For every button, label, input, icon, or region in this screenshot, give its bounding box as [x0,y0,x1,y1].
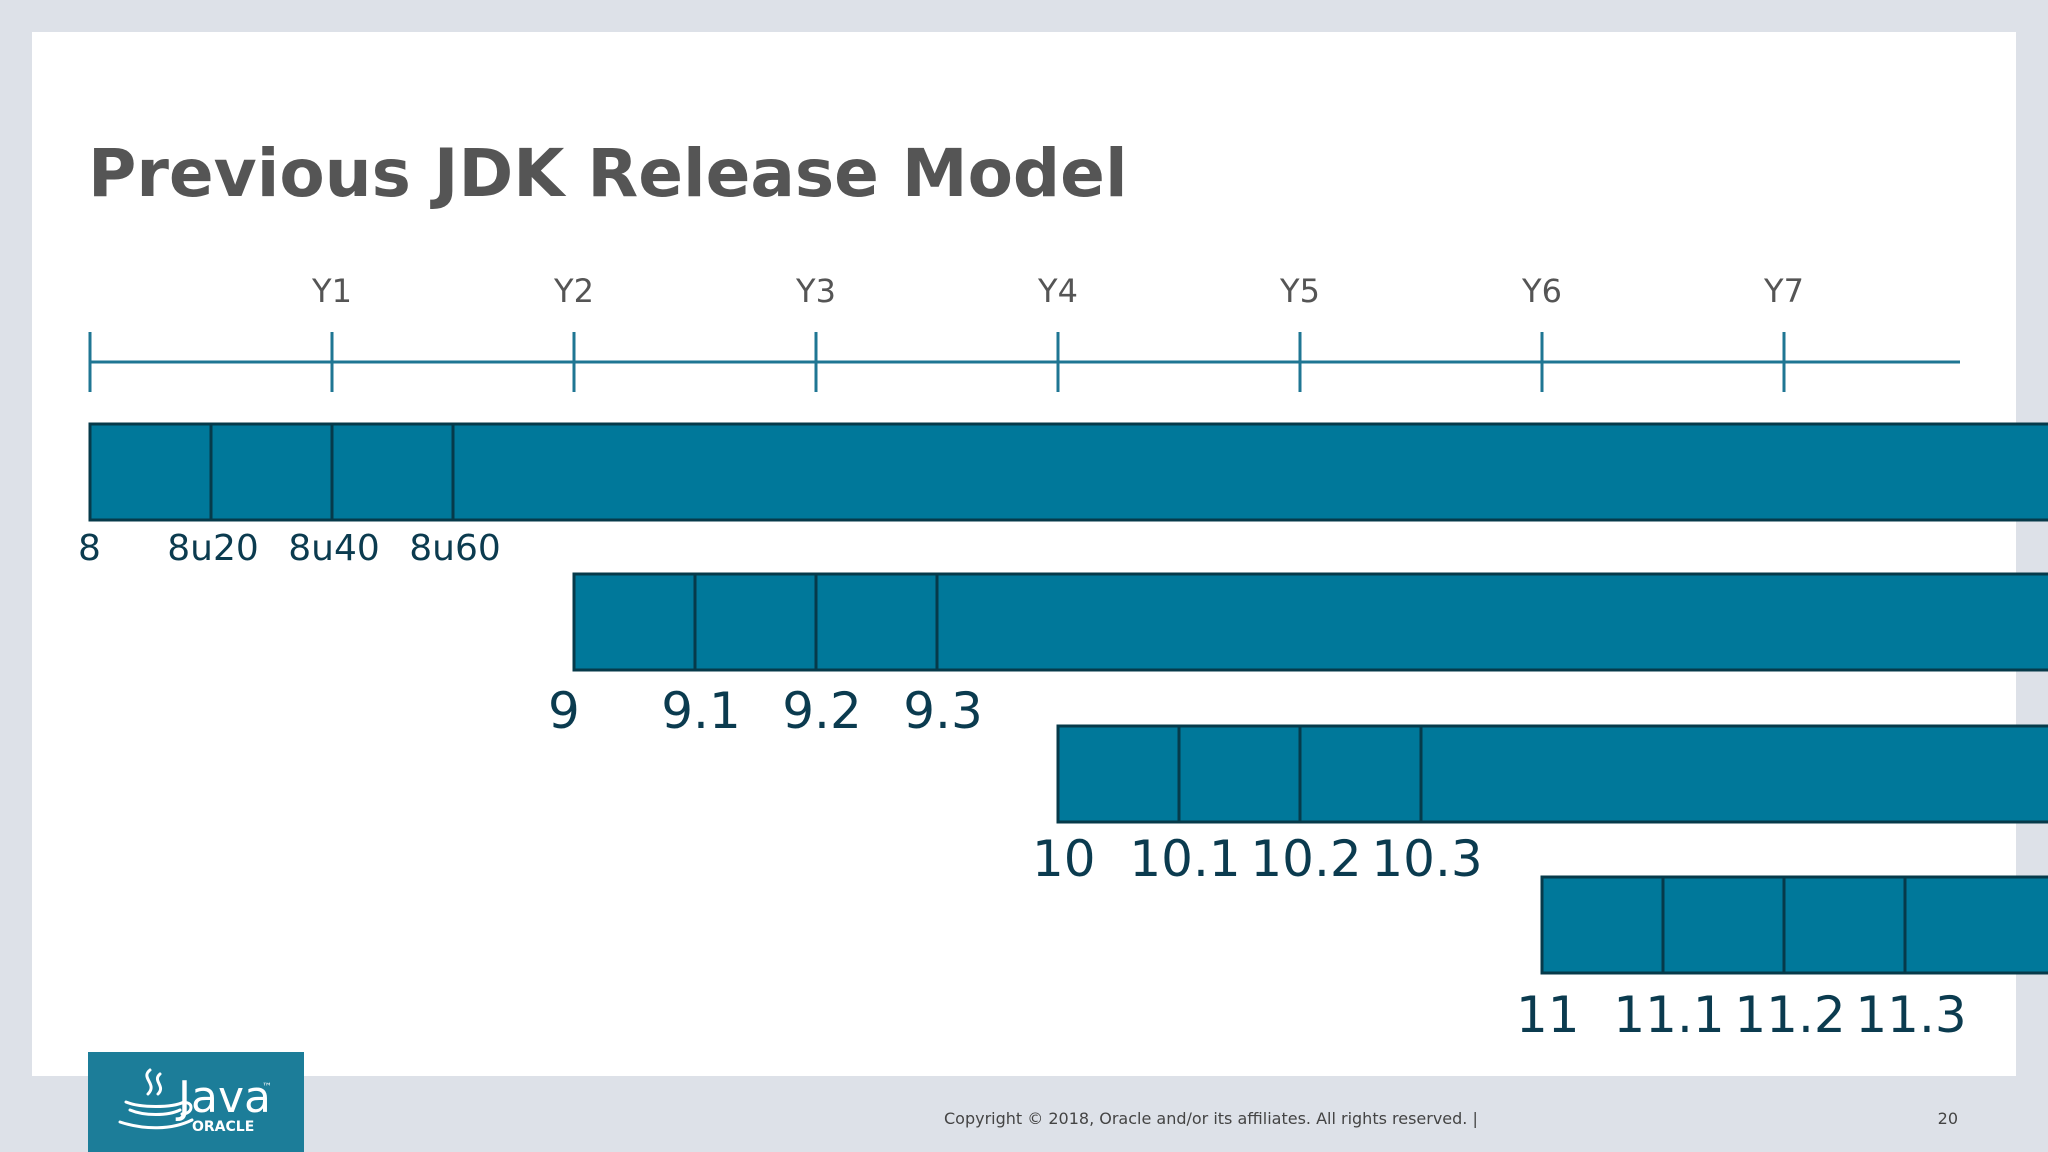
copyright-notice: Copyright © 2018, Oracle and/or its affi… [944,1109,1478,1128]
java-logo: Java ™ ORACLE [88,1052,304,1152]
release-label: 9 [548,682,580,740]
release-label: 9.2 [782,682,862,740]
year-label: Y6 [1521,272,1562,310]
release-label: 11.3 [1855,986,1966,1044]
release-label: 8u60 [409,528,501,569]
timeline: Y1 Y2 Y3 Y4 Y5 Y6 Y7 [88,272,1960,392]
release-label: 9.1 [661,682,741,740]
release-row: 10 10.1 10.2 10.3 [1032,724,2048,888]
java-cup-icon [118,1068,194,1130]
java-wordmark: Java [175,1072,271,1123]
release-bar [1056,724,2048,824]
year-label: Y3 [795,272,836,310]
release-label: 10.3 [1371,830,1482,888]
year-label: Y7 [1763,272,1804,310]
release-row: 11 11.1 11.2 11.3 [1516,875,2048,1044]
year-label: Y2 [553,272,594,310]
release-bar [1540,875,2048,975]
java-trademark: ™ [262,1082,272,1093]
release-label: 9.3 [903,682,983,740]
java-logo-background [88,1052,304,1152]
release-label: 11 [1516,986,1580,1044]
release-label: 8u20 [167,528,259,569]
slide-title: Previous JDK Release Model [88,135,1128,212]
release-label: 8 [78,528,101,569]
oracle-wordmark: ORACLE [192,1119,254,1135]
year-label: Y4 [1037,272,1078,310]
release-label: 11.2 [1734,986,1845,1044]
release-row: 9 9.1 9.2 9.3 [548,572,2048,740]
release-label: 10.2 [1250,830,1361,888]
release-label: 10.1 [1129,830,1240,888]
year-label: Y5 [1279,272,1320,310]
page-number: 20 [1938,1109,1958,1128]
release-label: 8u40 [288,528,380,569]
year-label: Y1 [311,272,352,310]
release-label: 11.1 [1613,986,1724,1044]
release-row: 8 8u20 8u40 8u60 [78,422,2048,569]
release-label: 10 [1032,830,1096,888]
release-bar [88,422,2048,522]
release-bar [572,572,2048,672]
